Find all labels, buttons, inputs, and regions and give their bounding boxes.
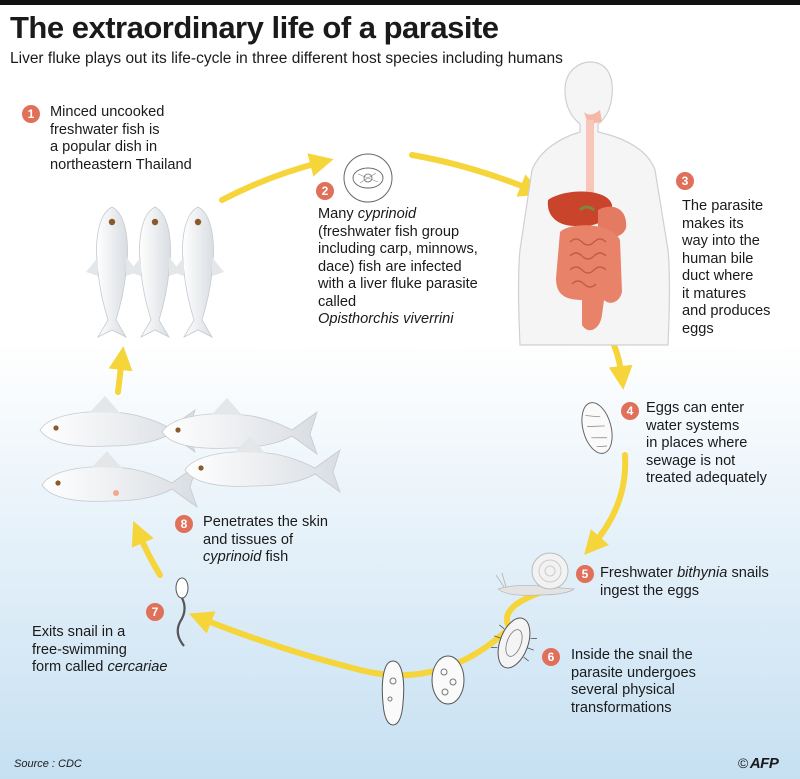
page-subtitle: Liver fluke plays out its life-cycle in … xyxy=(10,50,563,67)
step-4-text: Eggs can enter water systems in places w… xyxy=(646,400,767,488)
step-7-line: free-swimming xyxy=(32,641,127,658)
step-2-line: with a liver fluke parasite xyxy=(318,276,478,292)
step-3-text: The parasite makes its way into the huma… xyxy=(682,198,770,338)
step-2-prefix: Many xyxy=(318,206,354,222)
step-3-line: The parasite xyxy=(682,198,764,214)
step-3-line: eggs xyxy=(682,320,714,337)
step-7-text: Exits snail in a free-swimming form call… xyxy=(32,624,167,677)
step-3-line: and produces xyxy=(682,303,771,319)
step-8-italic-term: cyprinoid xyxy=(203,549,262,565)
snail-icon xyxy=(495,552,576,596)
step-3-line: it matures xyxy=(682,285,747,302)
step-4-line: sewage is not xyxy=(646,452,736,469)
step-8-post: fish xyxy=(265,549,289,565)
step-6-line: several physical xyxy=(571,682,675,698)
step-2-text: Many cyprinoid (freshwater fish group in… xyxy=(318,206,478,329)
step-5-post: snails xyxy=(731,565,769,581)
step-2-line: called xyxy=(318,293,357,310)
step-badge-2: 2 xyxy=(316,182,334,200)
step-3-line: makes its xyxy=(682,215,744,232)
step-4-line: treated adequately xyxy=(646,470,767,486)
step-2-italic-term: cyprinoid xyxy=(357,206,417,222)
step-2-line: including carp, minnows, xyxy=(318,241,478,257)
cercaria-icon xyxy=(175,577,189,647)
step-1-line: northeastern Thailand xyxy=(50,156,192,173)
step-badge-7: 7 xyxy=(146,603,164,621)
step-5-line: ingest the eggs xyxy=(600,582,699,599)
egg-icon xyxy=(581,402,613,454)
step-5-text: Freshwater bithynia snails ingest the eg… xyxy=(600,565,769,600)
copyright-symbol: © xyxy=(738,755,748,771)
step-badge-1: 1 xyxy=(22,105,40,123)
step-3-line: duct where xyxy=(682,268,754,284)
step-4-line: in places where xyxy=(646,435,748,451)
fish-group-water xyxy=(39,395,341,508)
step-7-pre: form called xyxy=(32,659,104,675)
step-6-line: Inside the snail the xyxy=(571,647,693,663)
step-badge-8: 8 xyxy=(175,515,193,533)
step-2-species: Opisthorchis viverrini xyxy=(318,311,454,327)
step-badge-6: 6 xyxy=(542,648,560,666)
step-6-text: Inside the snail the parasite undergoes … xyxy=(571,647,696,717)
stage-sporocyst xyxy=(491,617,537,669)
step-4-line: Eggs can enter xyxy=(646,400,745,416)
step-2-line: (freshwater fish group xyxy=(318,223,460,240)
step-1-text: Minced uncooked freshwater fish is a pop… xyxy=(50,104,192,174)
step-6-line: transformations xyxy=(571,699,672,716)
step-2-line: dace) fish are infected xyxy=(318,258,462,275)
step-badge-4: 4 xyxy=(621,402,639,420)
step-5-pre: Freshwater xyxy=(600,565,673,581)
step-7-italic-term: cercariae xyxy=(107,659,168,675)
step-1-line: a popular dish in xyxy=(50,139,158,155)
step-1-line: Minced uncooked xyxy=(50,104,165,120)
step-badge-3: 3 xyxy=(676,172,694,190)
step-8-line: and tissues of xyxy=(203,531,294,548)
step-6-line: parasite undergoes xyxy=(571,664,696,681)
step-8-text: Penetrates the skin and tissues of cypri… xyxy=(203,514,328,567)
human-body xyxy=(517,61,671,346)
stage-redia xyxy=(431,655,465,705)
top-rule xyxy=(0,0,800,5)
step-5-italic-term: bithynia xyxy=(677,565,728,581)
step-4-line: water systems xyxy=(646,417,740,434)
step-8-line: Penetrates the skin xyxy=(203,514,328,530)
step-3-line: human bile xyxy=(682,250,754,267)
step-7-line: Exits snail in a xyxy=(32,624,126,640)
step-badge-5: 5 xyxy=(576,565,594,583)
fish-group-top xyxy=(85,206,225,338)
stage-larva xyxy=(381,660,405,726)
afp-logo-text: AFP xyxy=(749,755,779,772)
step-3-line: way into the xyxy=(682,233,760,249)
page-title: The extraordinary life of a parasite xyxy=(10,10,499,45)
step-1-line: freshwater fish is xyxy=(50,121,160,138)
afp-logo: © AFP xyxy=(738,755,779,772)
cyst-icon xyxy=(343,153,393,203)
source-credit: Source : CDC xyxy=(14,758,82,770)
